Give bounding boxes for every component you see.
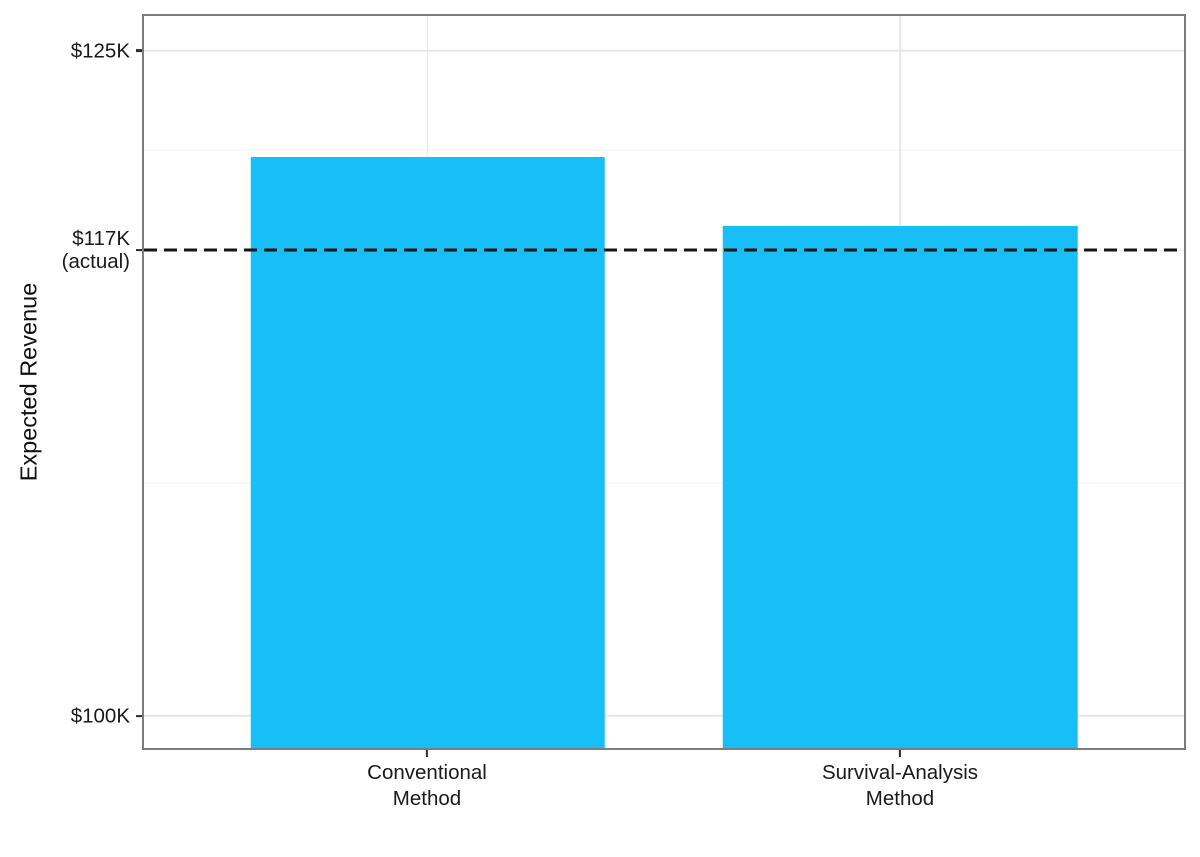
y-tick-label-100k: $100K [71, 705, 130, 728]
y-tick-label-text: $100K [70, 704, 130, 728]
y-tick-sublabel-text: (actual) [61, 250, 130, 274]
plot-panel [142, 14, 1186, 750]
x-label-line: Survival-Analysis [821, 761, 979, 784]
x-label-line: Conventional [367, 761, 487, 784]
x-label-line: Method [865, 787, 935, 810]
y-tick-label-117k-actual: $117K (actual) [62, 227, 130, 273]
gridline-minor [144, 482, 1184, 484]
bar-conventional-method [250, 157, 605, 748]
x-tick-mark [898, 750, 902, 757]
gridline-major [144, 49, 1184, 52]
y-tick-label-text: $125K [70, 39, 130, 63]
bar-survival-analysis-method [723, 226, 1078, 748]
y-tick-label-125k: $125K [71, 39, 130, 62]
x-tick-mark [425, 750, 429, 757]
y-tick-mark [136, 249, 142, 252]
y-tick-mark [136, 49, 142, 52]
y-tick-label-text: $117K [72, 227, 130, 251]
gridline-minor [144, 149, 1184, 152]
y-axis-tick-marks [136, 16, 142, 748]
y-axis-tick-labels: $125K $117K (actual) $100K [0, 16, 130, 748]
actual-revenue-refline [144, 248, 1184, 252]
y-tick-mark [136, 714, 142, 718]
x-label-survival-analysis-method: Survival-Analysis Method [822, 760, 978, 812]
x-label-line: Method [392, 787, 462, 810]
x-label-conventional-method: Conventional Method [367, 760, 487, 812]
gridline-major [144, 715, 1184, 717]
